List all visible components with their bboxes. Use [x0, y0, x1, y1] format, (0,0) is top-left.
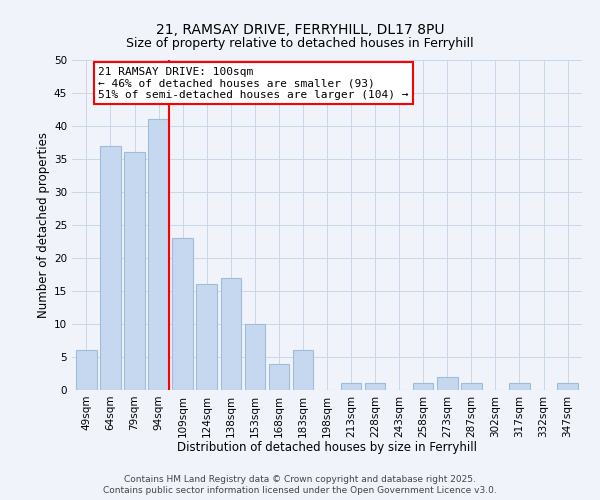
Bar: [413, 384, 433, 390]
Text: 21, RAMSAY DRIVE, FERRYHILL, DL17 8PU: 21, RAMSAY DRIVE, FERRYHILL, DL17 8PU: [156, 22, 444, 36]
Bar: [557, 384, 578, 390]
Bar: [196, 284, 217, 390]
Bar: [172, 238, 193, 390]
Text: Size of property relative to detached houses in Ferryhill: Size of property relative to detached ho…: [126, 38, 474, 51]
Bar: [269, 364, 289, 390]
Text: 21 RAMSAY DRIVE: 100sqm
← 46% of detached houses are smaller (93)
51% of semi-de: 21 RAMSAY DRIVE: 100sqm ← 46% of detache…: [98, 66, 409, 100]
Bar: [124, 152, 145, 390]
Bar: [76, 350, 97, 390]
Bar: [293, 350, 313, 390]
Bar: [461, 384, 482, 390]
Text: Contains HM Land Registry data © Crown copyright and database right 2025.: Contains HM Land Registry data © Crown c…: [124, 475, 476, 484]
Bar: [221, 278, 241, 390]
Bar: [341, 384, 361, 390]
Bar: [245, 324, 265, 390]
Y-axis label: Number of detached properties: Number of detached properties: [37, 132, 50, 318]
Bar: [509, 384, 530, 390]
Bar: [148, 120, 169, 390]
X-axis label: Distribution of detached houses by size in Ferryhill: Distribution of detached houses by size …: [177, 441, 477, 454]
Text: Contains public sector information licensed under the Open Government Licence v3: Contains public sector information licen…: [103, 486, 497, 495]
Bar: [100, 146, 121, 390]
Bar: [365, 384, 385, 390]
Bar: [437, 377, 458, 390]
